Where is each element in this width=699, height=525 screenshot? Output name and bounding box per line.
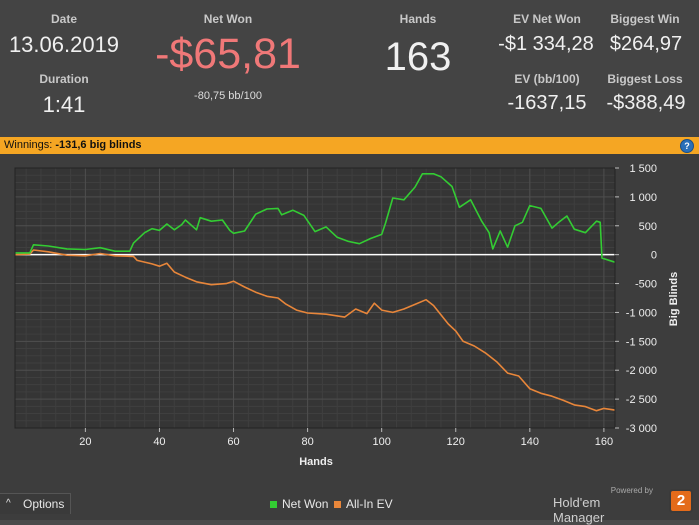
series-lines [14,172,616,412]
holdem-manager-brand: Powered by Hold'em Manager 2 [553,486,693,525]
series-line-net-won [15,172,616,263]
legend-all-in-ev-label: All-In EV [346,497,393,511]
y-tick-label: -500 [635,279,657,291]
series-line-all-in-ev [14,249,616,412]
x-tick-label: 160 [595,436,613,448]
legend-net-won-label: Net Won [282,497,329,511]
session-stats-panel: Date 13.06.2019 Duration 1:41 Net Won -$… [0,0,699,137]
x-axis-ticks: 20 40 60 80 100 120 140 160 [79,428,613,448]
chevron-up-icon: ^ [6,498,11,509]
winnings-label: Winnings: [4,139,53,151]
ev-bb-value: -1637,15 [507,92,587,114]
biggest-loss-value: -$388,49 [606,92,686,114]
date-label: Date [50,12,77,26]
x-tick-label: 120 [447,436,465,448]
x-tick-label: 140 [521,436,539,448]
y-tick-label: -1 000 [626,307,657,319]
net-won-value: -$65,81 [155,30,301,78]
net-won-label: Net Won [203,12,253,26]
x-tick-label: 20 [79,436,91,448]
all-in-ev-swatch [334,501,341,509]
biggest-loss-label: Biggest Loss [607,72,683,86]
biggest-win-value: $264,97 [609,33,683,55]
x-tick-label: 100 [372,436,390,448]
y-tick-label: 0 [651,250,657,262]
y-tick-label: -2 000 [626,365,657,377]
help-icon[interactable]: ? [680,139,694,153]
duration-value: 1:41 [42,92,86,117]
plot-border [14,167,616,429]
winnings-chart: 20 40 60 80 100 120 140 160 1 500 1 000 500 0 -500 -… [14,163,680,468]
duration-label: Duration [39,72,89,86]
ev-net-won-value: -$1 334,28 [498,33,594,55]
y-tick-label: -3 000 [626,423,657,435]
legend-all-in-ev[interactable]: All-In EV [334,497,393,511]
y-tick-label: 1 000 [629,192,657,204]
options-label: Options [23,497,65,511]
y-tick-label: 1 500 [629,163,657,175]
net-won-bb-per-100: -80,75 bb/100 [194,90,262,102]
winnings-value: -131,6 big blinds [55,139,142,151]
options-button[interactable]: ^ Options [0,493,71,514]
hm2-logo-icon: 2 [669,489,693,513]
hands-value: 163 [384,35,452,79]
y-tick-label: -1 500 [626,336,657,348]
y-tick-label: 500 [639,221,657,233]
winnings-banner: Winnings: -131,6 big blinds ? [0,137,699,154]
x-tick-label: 60 [227,436,239,448]
brand-name: Hold'em Manager [553,495,605,525]
y-tick-label: -2 500 [626,394,657,406]
grid-lines [15,167,615,429]
hands-label: Hands [399,12,437,26]
legend-net-won[interactable]: Net Won [270,497,328,511]
date-value: 13.06.2019 [8,32,120,57]
powered-by-text: Powered by [610,486,653,495]
y-axis-title: Big Blinds [668,272,680,326]
ev-net-won-label: EV Net Won [513,12,581,26]
net-won-swatch [270,501,277,509]
y-axis-ticks: 1 500 1 000 500 0 -500 -1 000 -1 500 -2 000 -2 5… [615,163,657,435]
x-tick-label: 40 [153,436,165,448]
winnings-chart-area: 20 40 60 80 100 120 140 160 1 500 1 000 500 0 -500 -… [0,154,699,520]
biggest-win-label: Biggest Win [610,12,680,26]
x-tick-label: 80 [301,436,313,448]
ev-bb-label: EV (bb/100) [514,72,580,86]
x-axis-title: Hands [299,456,333,468]
